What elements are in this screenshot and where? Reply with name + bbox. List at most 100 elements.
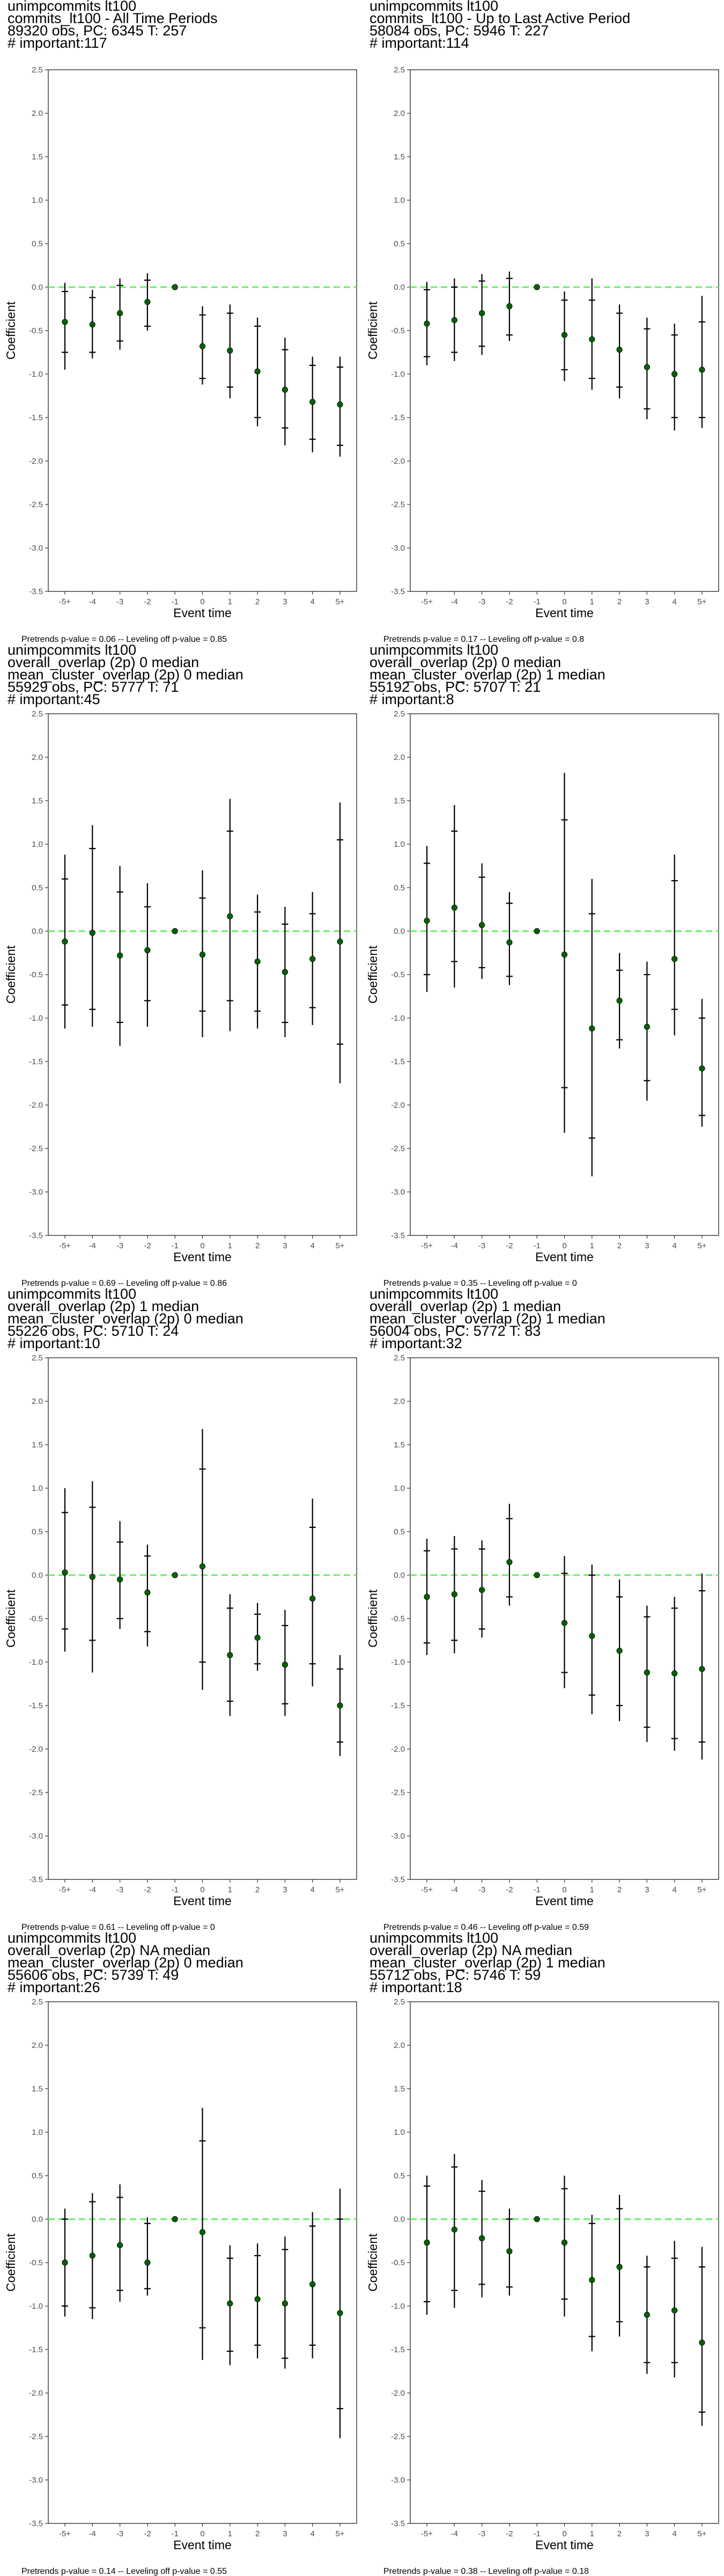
point-estimate: [534, 928, 540, 934]
x-tick-label: 1: [228, 2529, 232, 2538]
y-tick-label: 2.0: [32, 1397, 43, 1406]
y-tick-label: 1.0: [32, 2128, 43, 2137]
y-tick-label: 0.5: [394, 239, 405, 248]
point-estimate: [534, 2216, 540, 2222]
y-tick-label: 0.5: [32, 883, 43, 892]
point-estimate: [337, 401, 343, 408]
y-tick-label: -1.0: [391, 1658, 405, 1667]
point-estimate: [172, 2216, 178, 2222]
chart-title-line: mean_cluster_overlap (2p) 1 median: [370, 1311, 605, 1327]
x-tick-label: 3: [645, 1241, 649, 1250]
chart-title-line: overall_overlap (2p) 1 median: [370, 1298, 561, 1314]
y-tick-label: -1.5: [29, 2345, 43, 2354]
x-tick-label: 1: [590, 1241, 594, 1250]
y-tick-label: 1.0: [394, 840, 405, 849]
x-tick-label: 1: [228, 1241, 232, 1250]
y-tick-label: -3.0: [29, 1188, 43, 1197]
chart-title-line: 89320 obs, PC: 6345 T: 257: [8, 23, 187, 39]
y-tick-label: 2.5: [32, 1353, 43, 1363]
x-tick-label: -5+: [421, 597, 433, 606]
chart-title-line: # important:18: [370, 1979, 462, 1995]
chart-title-line: # important:26: [8, 1979, 100, 1995]
chart-title-line: 58084 obs, PC: 5946 T: 227: [370, 23, 549, 39]
chart-title-line: mean_cluster_overlap (2p) 1 median: [370, 667, 605, 683]
point-estimate: [172, 1572, 178, 1578]
y-tick-label: -1.5: [391, 1057, 405, 1066]
chart-title-line: overall_overlap (2p) 0 median: [370, 654, 561, 670]
y-tick-label: 2.0: [32, 753, 43, 762]
y-tick-label: 1.5: [32, 152, 43, 162]
x-tick-label: -4: [89, 1885, 96, 1894]
x-tick-label: -1: [172, 2529, 179, 2538]
x-tick-label: -4: [451, 1885, 458, 1894]
y-tick-label: -2.5: [391, 500, 405, 509]
chart-title-line: overall_overlap (2p) NA median: [8, 1942, 210, 1958]
y-tick-label: -3.5: [29, 587, 43, 596]
point-estimate: [644, 2311, 651, 2318]
point-estimate: [589, 2277, 595, 2284]
point-estimate: [89, 2252, 95, 2259]
x-tick-label: -2: [144, 1885, 151, 1894]
x-tick-label: 1: [228, 1885, 232, 1894]
y-tick-label: 0.0: [32, 927, 43, 936]
x-tick-label: 3: [283, 2529, 287, 2538]
y-tick-label: 2.5: [32, 1997, 43, 2007]
chart-title-line: unimpcommits lt100: [370, 644, 498, 658]
x-tick-label: -1: [172, 1241, 179, 1250]
chart-title-line: mean_cluster_overlap (2p) 0 median: [8, 1311, 243, 1327]
x-tick-label: -2: [506, 1885, 513, 1894]
x-tick-label: 4: [311, 597, 315, 606]
point-estimate: [117, 2242, 123, 2249]
x-tick-label: 0: [562, 2529, 566, 2538]
chart-title-line: commits_lt100 - Up to Last Active Period: [370, 10, 630, 26]
x-tick-label: 2: [255, 597, 260, 606]
y-tick-label: -0.5: [391, 1614, 405, 1623]
x-tick-label: 1: [228, 597, 232, 606]
x-tick-label: -2: [144, 2529, 151, 2538]
x-tick-label: -5+: [59, 1885, 71, 1894]
x-tick-label: 0: [562, 597, 566, 606]
y-tick-label: -3.5: [391, 587, 405, 596]
y-tick-label: 2.0: [394, 2041, 405, 2050]
x-tick-label: 2: [255, 1885, 260, 1894]
point-estimate: [699, 1666, 705, 1672]
x-tick-label: -2: [144, 1241, 151, 1250]
y-tick-label: 0.0: [394, 927, 405, 936]
chart-title-line: commits_lt100 - All Time Periods: [8, 10, 218, 26]
x-tick-label: -5+: [421, 2529, 433, 2538]
x-tick-label: 5+: [335, 1241, 344, 1250]
chart-title-line: 56004 obs, PC: 5772 T: 83: [370, 1323, 541, 1339]
chart-title-line: unimpcommits lt100: [370, 1288, 498, 1302]
y-tick-label: 1.0: [394, 1484, 405, 1493]
y-tick-label: 0.5: [394, 1527, 405, 1536]
point-estimate: [144, 298, 151, 305]
x-tick-label: 0: [562, 1885, 566, 1894]
point-estimate: [534, 284, 540, 290]
y-tick-label: -0.5: [391, 970, 405, 979]
point-estimate: [62, 2259, 68, 2266]
y-tick-label: 2.5: [32, 709, 43, 719]
y-tick-label: -0.5: [29, 326, 43, 335]
x-tick-label: 0: [200, 1885, 204, 1894]
y-tick-label: 1.0: [32, 196, 43, 205]
point-estimate: [144, 947, 151, 954]
y-tick-label: 1.5: [32, 1440, 43, 1450]
point-estimate: [451, 1591, 457, 1598]
x-tick-label: 4: [311, 1885, 315, 1894]
point-estimate: [451, 317, 457, 324]
point-estimate: [699, 2339, 705, 2346]
chart-title-line: # important:10: [8, 1335, 100, 1351]
point-estimate: [451, 904, 457, 911]
p-value-footnote: Pretrends p-value = 0.38 -- Leveling off…: [383, 2567, 589, 2576]
x-tick-label: 1: [590, 597, 594, 606]
point-estimate: [172, 928, 178, 934]
chart-title-line: # important:117: [8, 35, 107, 51]
point-estimate: [62, 319, 68, 325]
point-estimate: [199, 1563, 206, 1570]
y-tick-label: 1.5: [394, 1440, 405, 1450]
x-tick-label: -3: [478, 1885, 485, 1894]
point-estimate: [561, 1620, 568, 1626]
x-tick-label: 4: [311, 1241, 315, 1250]
